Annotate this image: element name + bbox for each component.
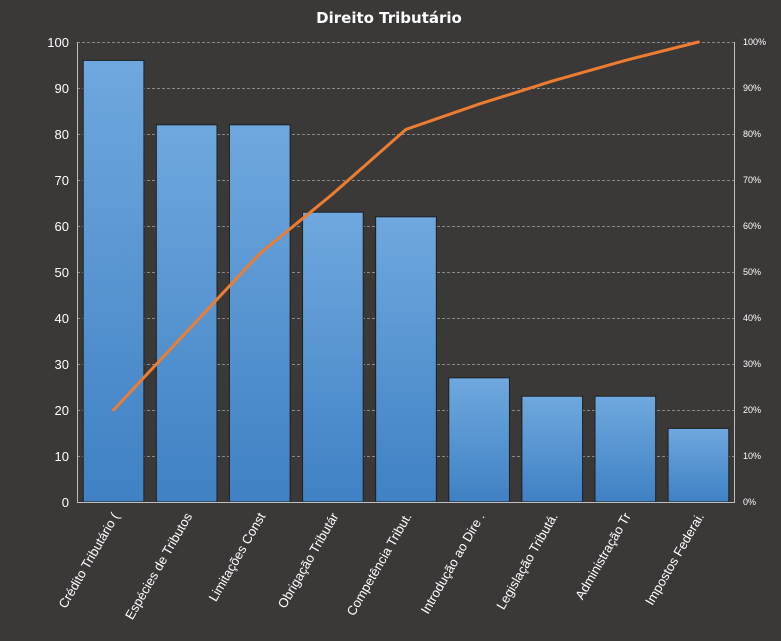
y-tick-label: 40 bbox=[55, 311, 69, 326]
bar bbox=[448, 377, 510, 503]
y-tick-label: 20 bbox=[55, 403, 69, 418]
y2-tick-label: 30% bbox=[743, 359, 761, 369]
y-tick-label: 30 bbox=[55, 357, 69, 372]
y2-tick-label: 10% bbox=[743, 451, 761, 461]
bar bbox=[155, 124, 218, 503]
y2-tick-label: 0% bbox=[743, 497, 756, 507]
bars bbox=[82, 59, 730, 503]
x-tick-label: Crédito Tributário ( bbox=[55, 509, 122, 610]
bar bbox=[228, 124, 291, 503]
bar bbox=[82, 59, 145, 503]
y-tick-label: 90 bbox=[55, 81, 69, 96]
x-tick-label: Obrigação Tributár bbox=[275, 509, 342, 610]
y2-tick-label: 60% bbox=[743, 221, 761, 231]
bar bbox=[667, 427, 730, 503]
y2-tick-label: 40% bbox=[743, 313, 761, 323]
cumulative-line bbox=[112, 40, 700, 412]
y2-tick-label: 20% bbox=[743, 405, 761, 415]
bar bbox=[521, 395, 584, 503]
y-tick-label: 50 bbox=[55, 265, 69, 280]
y-tick-label: 0 bbox=[62, 495, 69, 510]
x-tick-label: Limitações Const bbox=[206, 510, 269, 604]
y2-tick-label: 80% bbox=[743, 129, 761, 139]
bar bbox=[594, 395, 657, 503]
y2-tick-label: 70% bbox=[743, 175, 761, 185]
x-tick-label: Espécies de Tributos bbox=[122, 510, 196, 622]
x-tick-label: Impostos Federai. bbox=[642, 510, 707, 608]
bar bbox=[375, 216, 437, 503]
y-tick-label: 60 bbox=[55, 219, 69, 234]
y2-tick-label: 50% bbox=[743, 267, 761, 277]
x-tick-label: Introdução ao Dire . bbox=[418, 510, 488, 616]
x-tick-label: Legislação Tributá. bbox=[493, 510, 561, 612]
y-tick-label: 10 bbox=[55, 449, 69, 464]
cumulative-percentage-line bbox=[112, 40, 700, 412]
x-tick-label: Administração Tr bbox=[572, 509, 634, 602]
y-tick-label: 80 bbox=[55, 127, 69, 142]
y-tick-label: 100 bbox=[47, 35, 69, 50]
x-tick-label: Competência Tribut. bbox=[343, 510, 414, 618]
y2-tick-label: 90% bbox=[743, 83, 761, 93]
y-tick-label: 70 bbox=[55, 173, 69, 188]
bar bbox=[302, 211, 364, 503]
y2-tick-label: 100% bbox=[743, 37, 766, 47]
chart-title: Direito Tributário bbox=[316, 9, 462, 27]
